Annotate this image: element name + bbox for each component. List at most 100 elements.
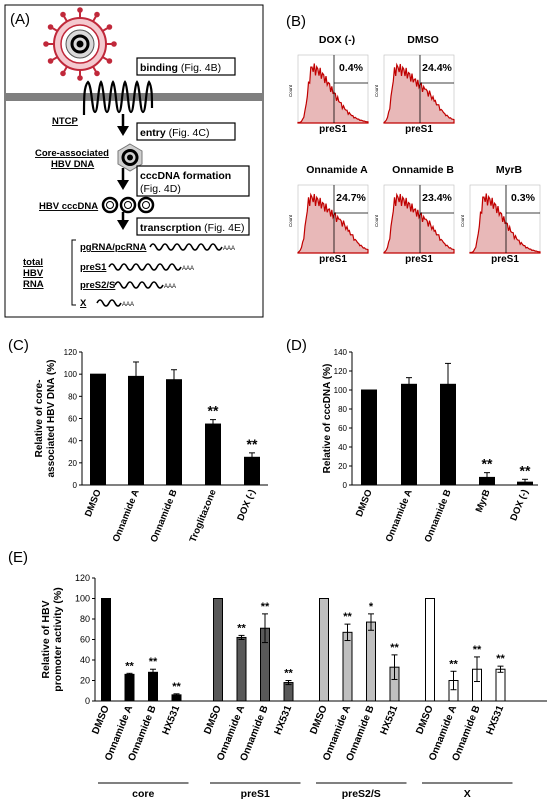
virus-spike-tip (94, 11, 100, 18)
x-tick-label: DMSO (90, 704, 112, 736)
y-tick-label: 100 (334, 386, 348, 395)
y-tick-label: 60 (80, 635, 90, 645)
significance-mark: ** (237, 622, 246, 634)
y-tick-label: 0 (85, 696, 90, 706)
significance-mark: ** (172, 681, 181, 693)
y-tick-label: 120 (75, 573, 90, 583)
total-rna-label-3: RNA (23, 279, 44, 290)
histogram-title: MyrB (496, 164, 523, 176)
ntcp-receptor-icon (82, 80, 154, 116)
bar (148, 671, 158, 702)
virus-spike (51, 56, 58, 61)
y-tick-label: 80 (80, 614, 90, 624)
histogram-1: DMSO 24.4% Count preS1 (374, 34, 455, 135)
rna-wave-icon (149, 243, 223, 251)
histogram-percent: 0.3% (511, 192, 536, 204)
y-tick-label: 20 (80, 676, 90, 686)
bar (101, 598, 111, 702)
y-tick-label: 20 (68, 459, 77, 468)
binding-step-box (136, 57, 236, 76)
rna-wave-icon (114, 281, 164, 289)
histogram-title: DOX (-) (319, 34, 355, 46)
bar (361, 389, 377, 486)
y-tick-label: 100 (75, 594, 90, 604)
significance-mark: ** (261, 601, 270, 613)
panel-b: (B) DOX (-) 0.4% Count preS1 DMSO 24.4% Count p… (286, 13, 541, 265)
x-tick-label: HX531 (273, 704, 295, 737)
histogram-percent: 24.4% (422, 62, 452, 74)
total-rna-label-2: HBV (23, 268, 44, 279)
y-tick-label: 60 (338, 424, 347, 433)
rna-polya-tail: AAA (122, 302, 134, 308)
bar (366, 621, 376, 702)
total-rna-label-1: total (23, 257, 43, 268)
y-tick-label: 120 (64, 348, 78, 357)
rna-wave-icon (108, 263, 182, 271)
core-dna-label-1: Core-associated (35, 148, 109, 159)
x-tick-label: HX531 (485, 704, 507, 737)
x-tick-label: DMSO (414, 704, 436, 736)
rna-name-2: preS2/S (80, 280, 115, 291)
y-tick-label: 20 (338, 462, 347, 471)
significance-mark: ** (125, 660, 134, 672)
y-axis-label: Relative of HBVpromoter activity (%) (40, 587, 64, 691)
significance-mark: ** (149, 656, 158, 668)
y-tick-label: 140 (334, 348, 348, 357)
group-label: preS2/S (342, 788, 381, 800)
rna-wave-icon (96, 299, 122, 307)
virus-spike-tip (106, 24, 113, 30)
rna-name-1: preS1 (80, 262, 107, 273)
rna-name-3: X (80, 298, 87, 309)
y-tick-label: 0 (343, 481, 348, 490)
virus-spike (51, 27, 58, 32)
bar (124, 673, 135, 702)
y-axis-label: Relative of cccDNA (%) (322, 364, 333, 474)
x-tick-label: HX531 (379, 704, 401, 737)
entry-step-box (136, 122, 236, 141)
bar (283, 682, 294, 702)
virus-spike (63, 15, 68, 22)
histogram-x-axis-label: preS1 (319, 124, 347, 135)
binding-step-text: binding (Fig. 4B) (140, 62, 221, 74)
bar (213, 598, 223, 702)
significance-mark: * (369, 601, 374, 613)
y-tick-label: 40 (338, 443, 347, 452)
significance-mark: ** (284, 668, 293, 680)
histogram-4: MyrB 0.3% Count preS1 (460, 164, 541, 265)
flow-cytometry-histograms: DOX (-) 0.4% Count preS1 DMSO 24.4% Count preS1… (288, 34, 541, 265)
x-tick-label: Onnamide A (111, 488, 142, 544)
group-pres2s: DMSO**Onnamide A*Onnamide B**HX531preS2/… (308, 598, 407, 800)
y-tick-label: 80 (68, 392, 77, 401)
y-axis-label-line: Relative of core- (34, 380, 45, 458)
panel-label: (E) (8, 549, 28, 566)
flow-arrows (117, 114, 129, 230)
virus-spike-tip (77, 7, 83, 13)
x-tick-label: Onnamide A (384, 488, 415, 544)
virus-spike-tip (43, 41, 49, 47)
histogram-x-axis-label: preS1 (491, 254, 519, 265)
bar (342, 631, 353, 702)
core-dna-icon (117, 143, 143, 172)
histogram-y-axis-label: Count (374, 84, 379, 97)
rna-transcript-list: pgRNA/pcRNA AAA preS1 AAA preS2/S AAA X AAA (80, 242, 235, 309)
bar (128, 375, 144, 486)
virus-spike (92, 15, 97, 22)
virus-spike-tip (77, 75, 83, 81)
y-axis-label-line: Relative of cccDNA (%) (322, 364, 333, 474)
y-tick-label: 120 (334, 367, 348, 376)
x-tick-label: DMSO (354, 488, 375, 519)
y-tick-label: 40 (68, 437, 77, 446)
significance-mark: ** (208, 403, 219, 419)
histogram-percent: 23.4% (422, 192, 452, 204)
x-tick-label: DOX (-) (508, 488, 530, 522)
histogram-percent: 24.7% (336, 192, 366, 204)
virus-spike (102, 27, 109, 32)
histogram-0: DOX (-) 0.4% Count preS1 (288, 34, 369, 135)
virus-spike-tip (47, 58, 54, 64)
rna-polya-tail: AAA (164, 284, 176, 290)
x-tick-label: Onnamide B (149, 488, 180, 544)
cccdna-step-text: cccDNA formation (140, 170, 231, 182)
x-tick-label: HX531 (161, 704, 183, 737)
x-tick-label: Onnamide B (423, 488, 454, 544)
